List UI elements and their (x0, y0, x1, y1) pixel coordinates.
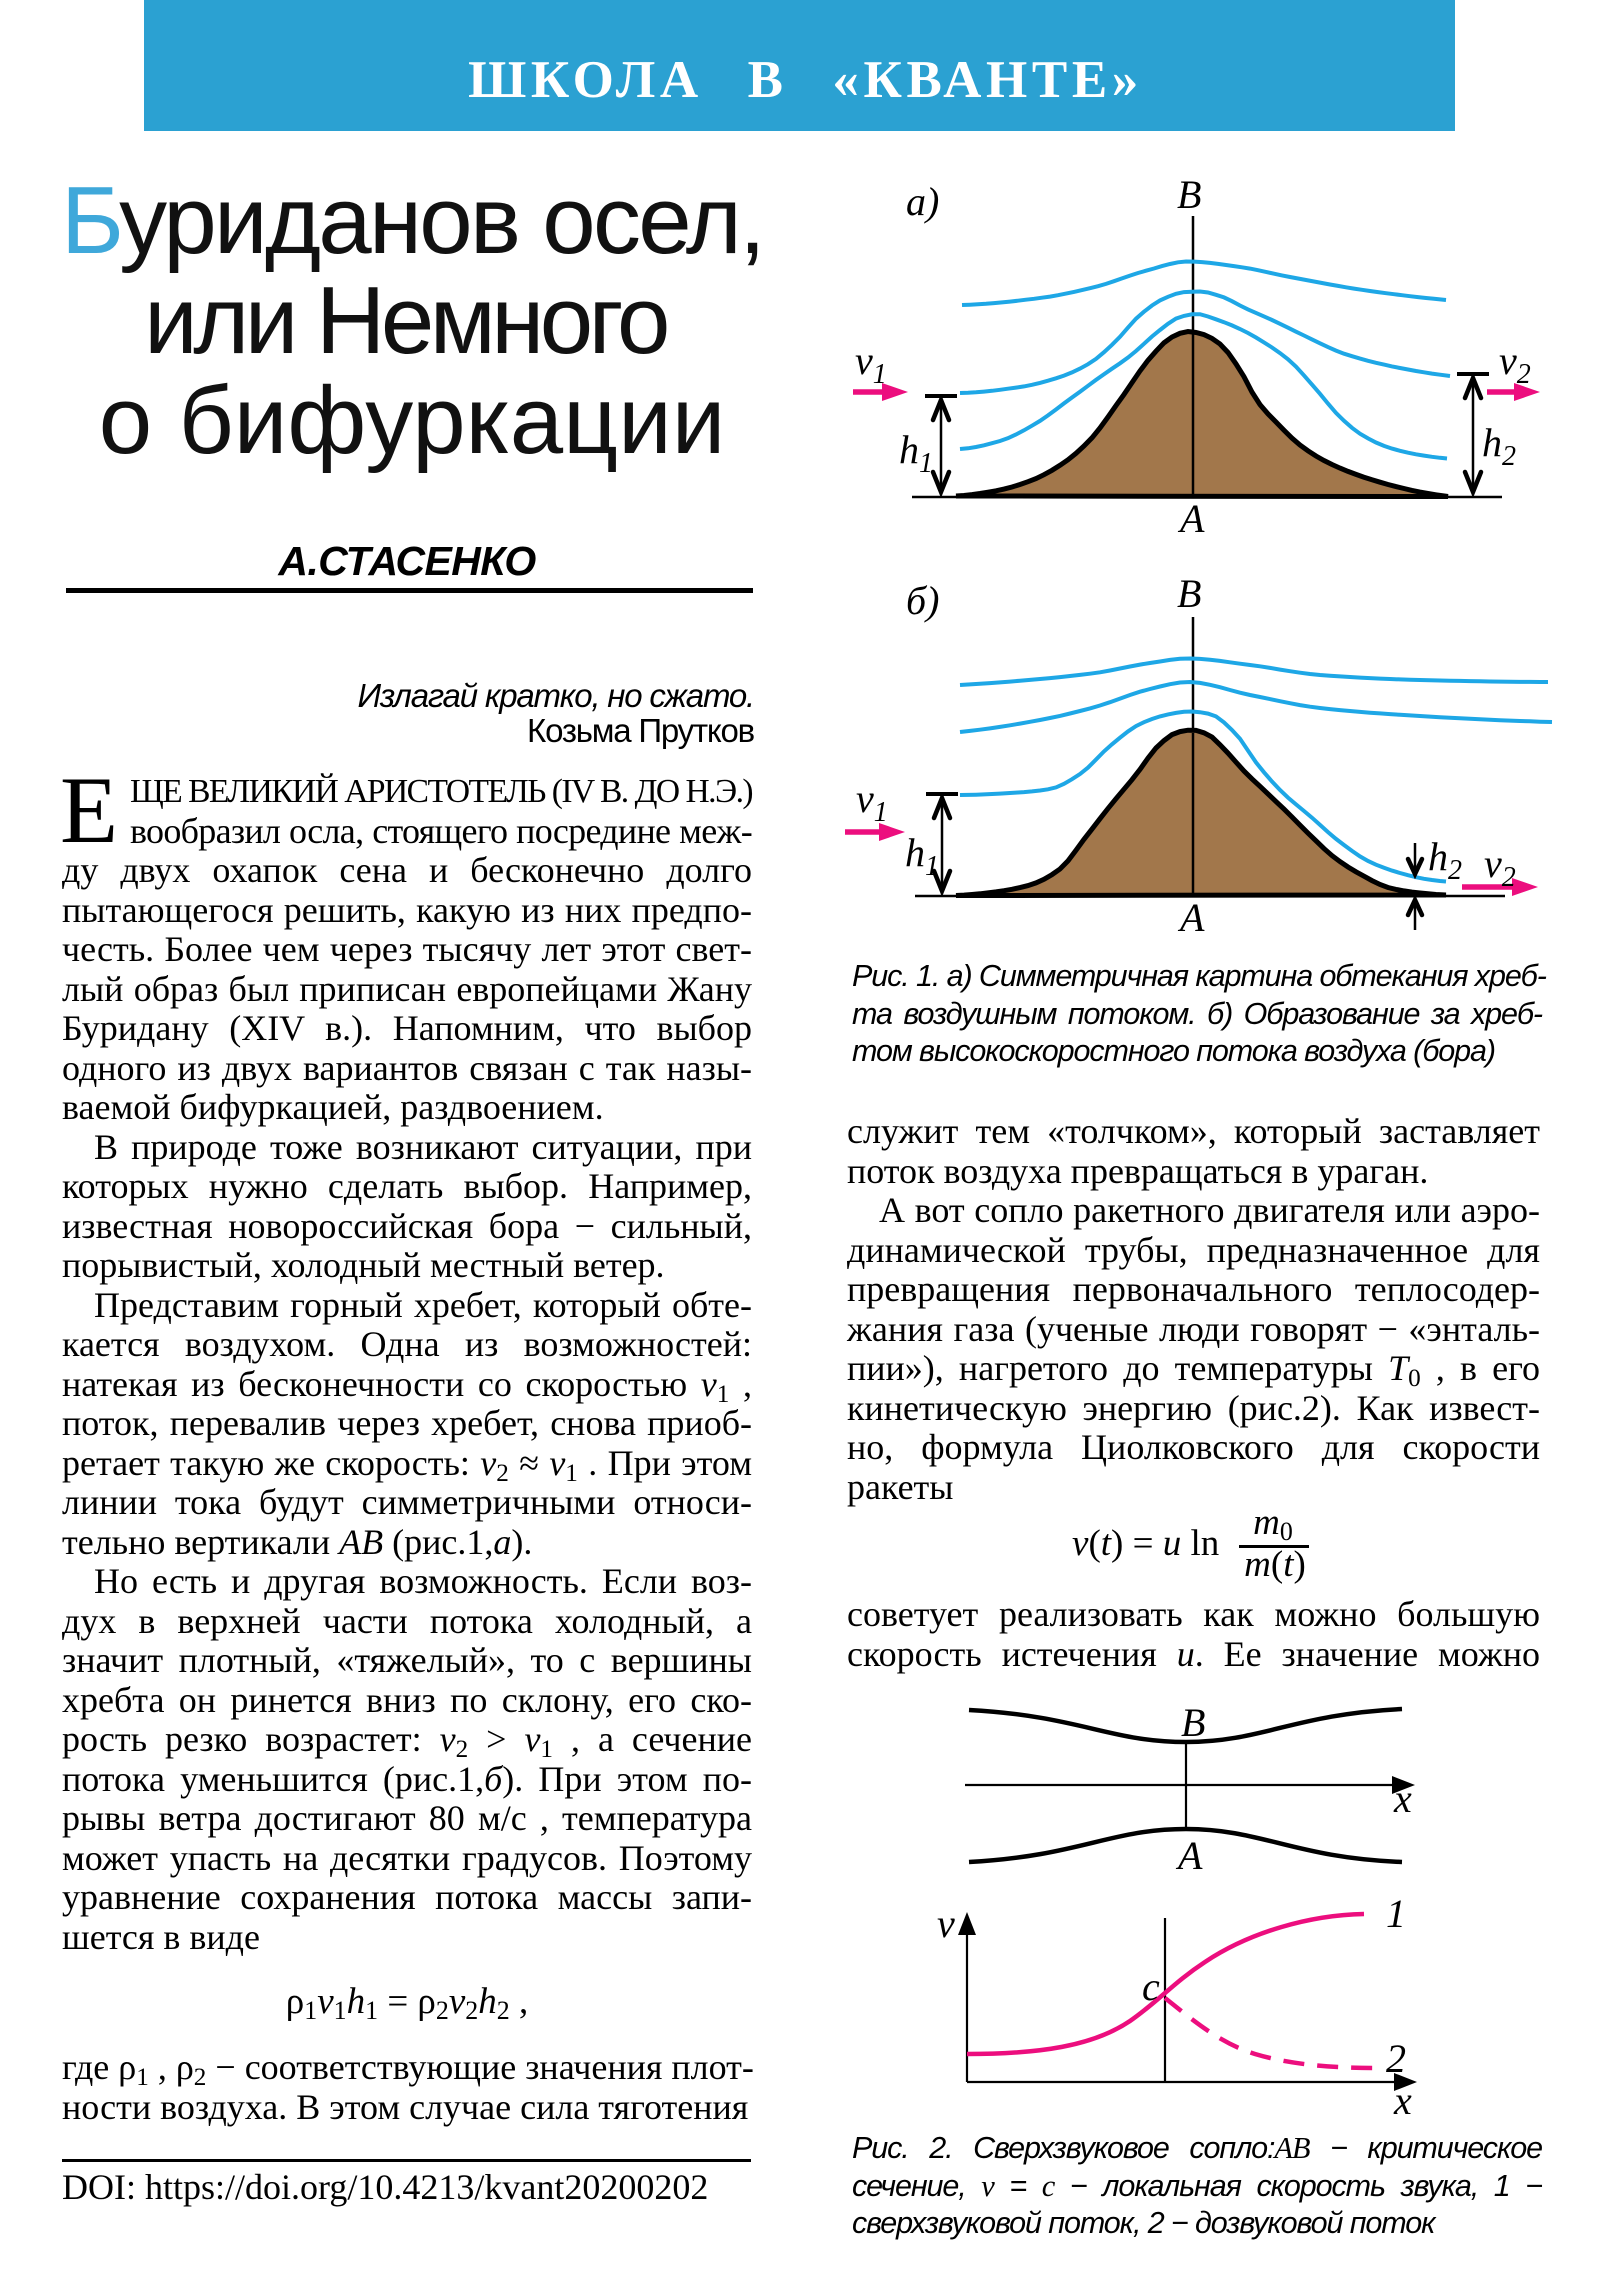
svg-text:v2: v2 (1499, 338, 1531, 390)
svg-text:1: 1 (1386, 1891, 1406, 1936)
svg-text:B: B (1181, 1700, 1205, 1745)
svg-text:h2: h2 (1428, 834, 1462, 886)
svg-text:x: x (1393, 1776, 1412, 1821)
svg-text:A: A (1177, 496, 1205, 541)
svg-text:B: B (1177, 571, 1201, 616)
svg-text:x: x (1393, 2078, 1412, 2123)
svg-text:A: A (1177, 895, 1205, 940)
svg-text:2: 2 (1386, 2036, 1406, 2081)
svg-text:v2: v2 (1484, 841, 1516, 893)
svg-text:A: A (1175, 1833, 1203, 1878)
svg-text:б): б) (906, 578, 939, 623)
svg-text:h1: h1 (899, 427, 933, 479)
svg-text:h2: h2 (1482, 420, 1516, 472)
svg-text:v: v (937, 1901, 955, 1946)
svg-text:B: B (1177, 172, 1201, 217)
svg-text:v1: v1 (856, 776, 888, 828)
svg-text:а): а) (906, 179, 939, 224)
svg-text:h1: h1 (905, 830, 939, 882)
svg-text:c: c (1142, 1964, 1160, 2009)
svg-text:v1: v1 (855, 338, 887, 390)
